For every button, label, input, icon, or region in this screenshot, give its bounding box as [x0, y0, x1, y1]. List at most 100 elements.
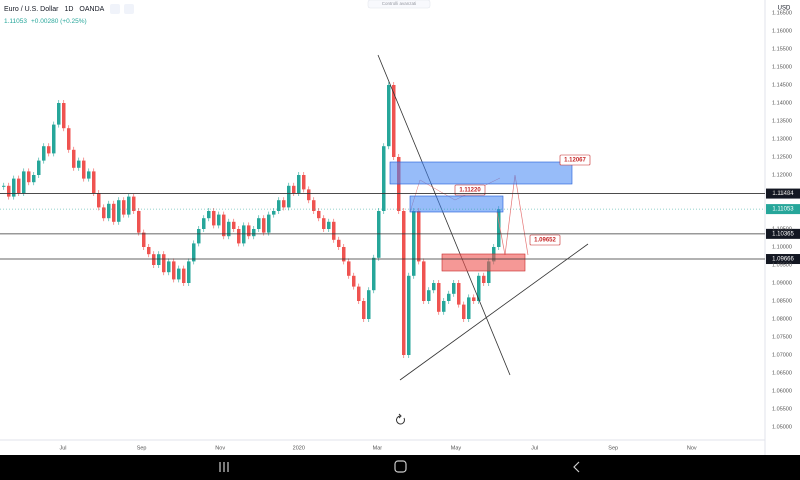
candle [367, 290, 371, 319]
zone-box [441, 253, 526, 272]
price-label: 1.07000 [772, 352, 792, 358]
candle [222, 214, 226, 237]
candle [112, 203, 116, 222]
price-label: 1.13500 [772, 118, 792, 124]
candle [77, 160, 81, 168]
price-label: 1.12000 [772, 172, 792, 178]
level-label: 1.10365 [772, 231, 794, 237]
currency-label: USD [778, 6, 791, 12]
candle [147, 247, 151, 255]
candle [27, 171, 31, 183]
level-tag [766, 228, 800, 239]
candle [97, 193, 101, 208]
zone-tag [529, 234, 561, 246]
candle [232, 221, 236, 229]
candle [252, 229, 256, 237]
zone-label: 1.12067 [564, 158, 586, 164]
level-label: 1.09666 [772, 257, 794, 263]
candle [152, 254, 156, 265]
candle [447, 293, 451, 301]
back-button[interactable] [573, 461, 580, 473]
candle [57, 103, 61, 125]
candle [362, 301, 366, 319]
price-label: 1.13000 [772, 136, 792, 142]
candle [272, 211, 276, 215]
candle [372, 257, 376, 291]
time-label: 2020 [293, 445, 305, 451]
price-label: 1.06000 [772, 388, 792, 394]
candle [327, 221, 331, 229]
candle [452, 283, 456, 294]
candle [132, 196, 136, 211]
candles [2, 82, 501, 358]
price-label: 1.10000 [772, 244, 792, 250]
candle [482, 275, 486, 283]
price-label: 1.12500 [772, 154, 792, 160]
candle [457, 283, 461, 305]
candle [302, 175, 306, 190]
home-button[interactable] [394, 460, 407, 473]
price-label: 1.16500 [772, 10, 792, 16]
price-label: 1.15000 [772, 64, 792, 70]
candle [182, 268, 186, 283]
candle [187, 261, 191, 283]
candle [192, 243, 196, 262]
price-label: 1.10500 [772, 226, 792, 232]
zone-label: 1.09652 [534, 238, 556, 244]
candle [197, 229, 201, 244]
candle [317, 211, 321, 219]
price-label: 1.15500 [772, 46, 792, 52]
compare-button[interactable] [110, 4, 120, 14]
candle [407, 275, 411, 355]
candle [37, 160, 41, 175]
zones: 1.12067 1.11220 1.09652 [389, 154, 591, 272]
price-label: 1.08000 [772, 316, 792, 322]
price-label: 1.14500 [772, 82, 792, 88]
candle [472, 297, 476, 301]
candle [467, 297, 471, 319]
nav-bar [0, 455, 800, 480]
candle [422, 261, 426, 301]
time-label: Sep [608, 445, 618, 451]
price-label: 1.07500 [772, 334, 792, 340]
candle [332, 221, 336, 240]
price-label: 1.08500 [772, 298, 792, 304]
price-label: 1.14000 [772, 100, 792, 106]
zone-tag [559, 154, 591, 166]
candle [377, 211, 381, 258]
candle [102, 207, 106, 219]
trend-line [399, 243, 589, 381]
price-label: 1.05500 [772, 406, 792, 412]
candle [162, 254, 166, 273]
candle [62, 103, 66, 129]
level-label: 1.11053 [772, 207, 794, 213]
candle [267, 214, 271, 233]
time-label: Jul [531, 445, 538, 451]
reset-button[interactable] [391, 411, 409, 429]
candle [307, 189, 311, 201]
candle [237, 229, 241, 244]
settings-button[interactable] [124, 4, 134, 14]
candle [52, 124, 56, 154]
levels: 1.11484 1.11053 1.10365 1.09666 [0, 188, 800, 265]
price-axis: 1.16500 1.16000 1.15500 1.15000 1.14500 1.140… [772, 10, 792, 430]
level-tag [766, 254, 800, 265]
candle [462, 304, 466, 319]
level-tag [766, 188, 800, 199]
center-badge[interactable] [367, 0, 431, 9]
recents-button[interactable] [219, 462, 229, 472]
candle [227, 221, 231, 237]
time-label: Nov [687, 445, 697, 451]
candle [402, 211, 406, 355]
candle [117, 200, 121, 222]
candle [202, 218, 206, 229]
price-label: 1.09000 [772, 280, 792, 286]
candle [312, 200, 316, 211]
candle [357, 286, 361, 301]
candle [292, 185, 296, 193]
candle [17, 178, 21, 193]
candle [177, 268, 181, 280]
candle [247, 225, 251, 237]
candle [2, 185, 6, 187]
candle [297, 175, 301, 193]
